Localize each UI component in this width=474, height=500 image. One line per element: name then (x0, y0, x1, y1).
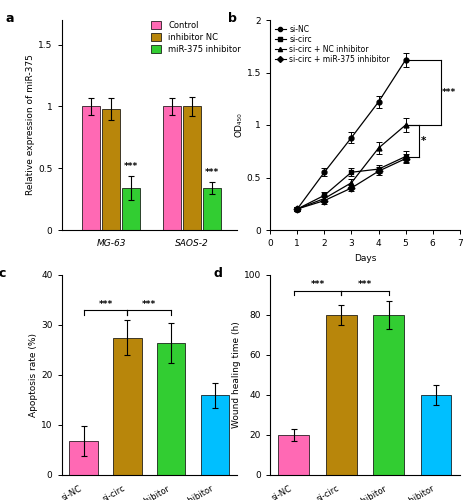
Y-axis label: OD₄₅₀: OD₄₅₀ (235, 112, 244, 138)
Bar (122, 188, 140, 230)
Bar (113, 338, 142, 475)
Text: ***: *** (98, 300, 113, 308)
Bar (183, 106, 201, 230)
Text: ***: *** (358, 280, 372, 289)
Text: d: d (213, 267, 222, 280)
Bar (326, 315, 356, 475)
Y-axis label: Wound healing time (h): Wound healing time (h) (232, 322, 241, 428)
Bar (203, 188, 221, 230)
Text: c: c (0, 267, 6, 280)
Y-axis label: Relative expression of miR-375: Relative expression of miR-375 (27, 54, 36, 196)
Text: ***: *** (205, 168, 219, 177)
Text: ***: *** (124, 162, 138, 170)
Bar (102, 109, 120, 230)
Bar (420, 395, 451, 475)
Y-axis label: Apoptosis rate (%): Apoptosis rate (%) (29, 333, 38, 417)
X-axis label: Days: Days (354, 254, 376, 262)
Bar (82, 106, 100, 230)
Text: b: b (228, 12, 237, 24)
Text: ***: *** (142, 300, 156, 308)
Legend: si-NC, si-circ, si-circ + NC inhibitor, si-circ + miR-375 inhibitor: si-NC, si-circ, si-circ + NC inhibitor, … (274, 24, 391, 65)
Text: ***: *** (310, 280, 325, 289)
Bar (201, 395, 229, 475)
Bar (278, 435, 309, 475)
Text: *: * (420, 136, 426, 146)
Bar (163, 106, 182, 230)
Text: ***: *** (442, 88, 456, 97)
Legend: Control, inhibitor NC, miR-375 inhibitor: Control, inhibitor NC, miR-375 inhibitor (151, 20, 242, 54)
Bar (69, 441, 98, 475)
Bar (373, 315, 404, 475)
Text: a: a (6, 12, 14, 24)
Bar (157, 342, 185, 475)
